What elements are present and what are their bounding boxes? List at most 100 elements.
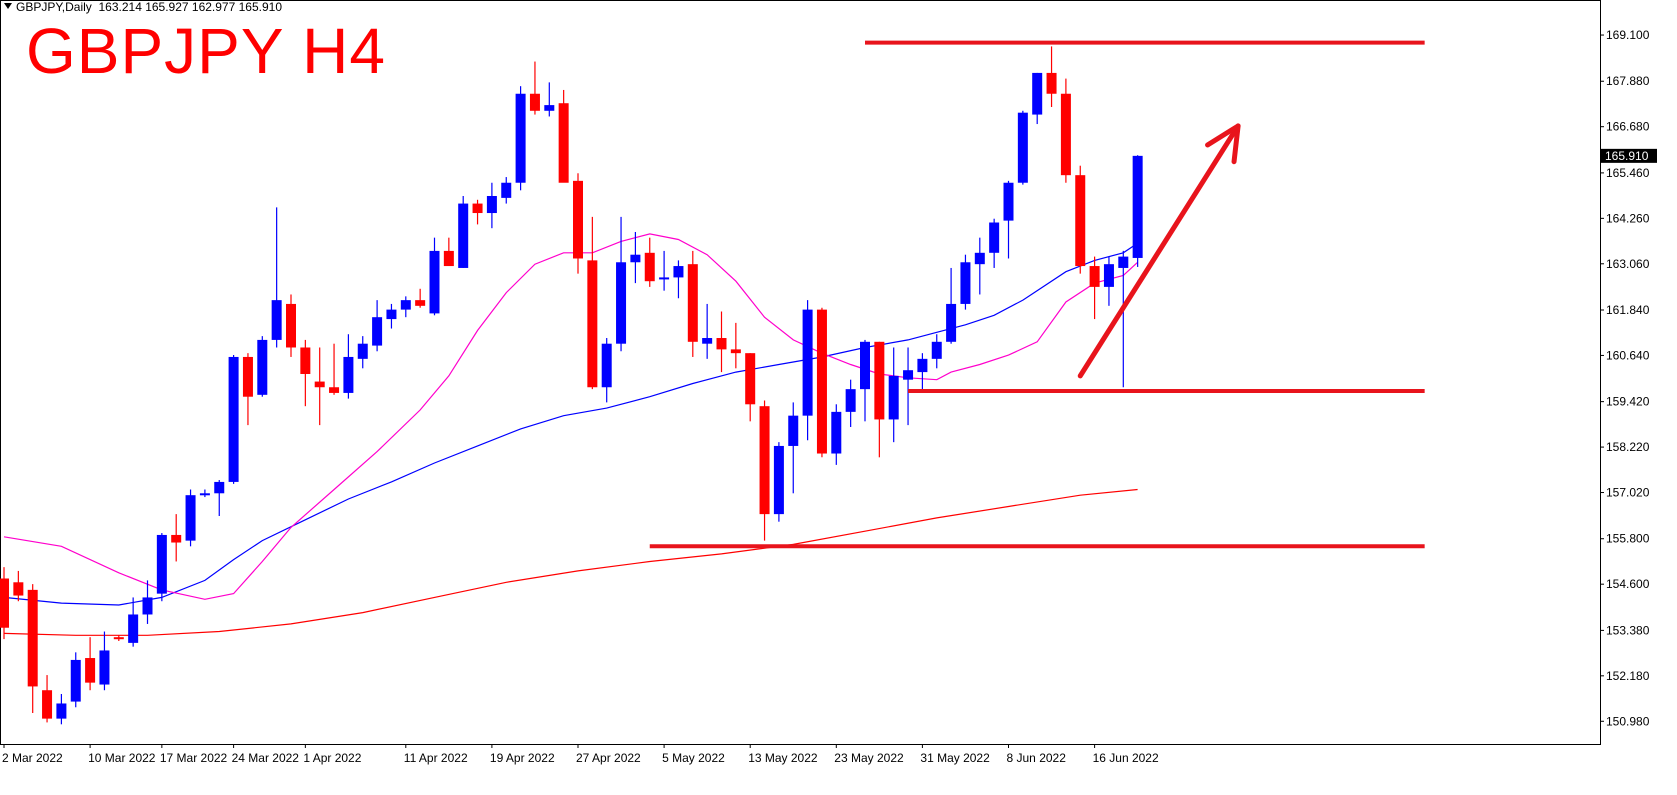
candle-body[interactable]	[386, 309, 397, 320]
candle-body[interactable]	[415, 300, 426, 306]
current-price-label: 165.910	[1605, 149, 1649, 163]
candle-body[interactable]	[501, 182, 512, 198]
candle-body[interactable]	[745, 353, 756, 405]
dropdown-triangle-icon[interactable]	[4, 3, 12, 9]
candle-body[interactable]	[716, 338, 727, 350]
candle-body[interactable]	[286, 303, 296, 348]
candle-body[interactable]	[85, 658, 96, 683]
candle-body[interactable]	[874, 341, 885, 420]
x-tick-label: 10 Mar 2022	[88, 751, 156, 765]
candle-body[interactable]	[185, 495, 196, 541]
candle-body[interactable]	[271, 300, 282, 340]
y-tick-label: 159.420	[1606, 395, 1650, 409]
candle-body[interactable]	[199, 493, 210, 496]
x-tick-label: 31 May 2022	[920, 751, 990, 765]
candle-body[interactable]	[946, 303, 957, 342]
candle-body[interactable]	[257, 339, 268, 395]
candle-body[interactable]	[831, 411, 842, 454]
candle-body[interactable]	[673, 266, 684, 278]
candle-body[interactable]	[917, 358, 928, 373]
candle-body[interactable]	[903, 370, 914, 380]
candle-body[interactable]	[544, 105, 555, 111]
candle-body[interactable]	[630, 254, 641, 263]
candle-body[interactable]	[515, 93, 526, 183]
candle-body[interactable]	[616, 262, 627, 344]
candle-body[interactable]	[802, 309, 813, 416]
candle-body[interactable]	[343, 356, 354, 393]
candle-body[interactable]	[0, 578, 9, 628]
candle-body[interactable]	[659, 277, 670, 280]
moving-average-slow	[3, 488, 1138, 636]
candle-body[interactable]	[529, 93, 540, 111]
candle-body[interactable]	[400, 300, 411, 310]
candle-body[interactable]	[56, 703, 67, 719]
candle-body[interactable]	[142, 597, 153, 615]
candle-body[interactable]	[472, 203, 483, 214]
candle-body[interactable]	[931, 341, 942, 359]
candle-body[interactable]	[558, 103, 569, 183]
x-tick-label: 23 May 2022	[834, 751, 904, 765]
candle-body[interactable]	[730, 349, 741, 354]
candle-body[interactable]	[70, 659, 81, 702]
candle-body[interactable]	[773, 445, 784, 515]
candle-body[interactable]	[27, 589, 38, 687]
candle-body[interactable]	[242, 356, 253, 397]
candle-body[interactable]	[1046, 72, 1057, 94]
x-tick-label: 19 Apr 2022	[490, 751, 555, 765]
x-tick-label: 5 May 2022	[662, 751, 725, 765]
candle-body[interactable]	[888, 375, 899, 420]
candle-body[interactable]	[759, 406, 770, 515]
candle-body[interactable]	[128, 614, 139, 643]
y-tick-label: 155.800	[1606, 532, 1650, 546]
candle-body[interactable]	[573, 180, 583, 259]
candle-body[interactable]	[1103, 264, 1114, 287]
trend-arrow[interactable]	[1077, 123, 1241, 379]
candle-body[interactable]	[974, 252, 985, 265]
candle-body[interactable]	[13, 582, 24, 596]
candle-body[interactable]	[458, 203, 469, 268]
candle-body[interactable]	[1032, 72, 1043, 115]
y-tick-label: 153.380	[1606, 623, 1650, 637]
candle-body[interactable]	[1118, 256, 1129, 268]
candle-body[interactable]	[1089, 266, 1100, 287]
candle-body[interactable]	[314, 381, 325, 388]
candle-body[interactable]	[300, 347, 311, 374]
candle-body[interactable]	[1075, 175, 1086, 267]
candle-body[interactable]	[1060, 93, 1071, 176]
candle-body[interactable]	[214, 481, 225, 494]
candle-body[interactable]	[156, 534, 167, 594]
candle-body[interactable]	[788, 415, 799, 446]
candle-body[interactable]	[443, 250, 454, 267]
candle-body[interactable]	[860, 341, 870, 390]
candle-body[interactable]	[429, 250, 440, 314]
candle-body[interactable]	[357, 343, 368, 359]
candle-body[interactable]	[228, 356, 239, 482]
candle-body[interactable]	[587, 260, 598, 388]
candle-body[interactable]	[989, 222, 1000, 253]
candle-body[interactable]	[816, 309, 827, 454]
candle-body[interactable]	[644, 252, 655, 282]
candle-body[interactable]	[42, 690, 53, 719]
candle-body[interactable]	[1132, 155, 1143, 258]
candle-body[interactable]	[687, 264, 698, 342]
candle-body[interactable]	[171, 534, 182, 543]
moving-average-mid	[3, 242, 1138, 606]
plot-frame	[0, 0, 1601, 745]
candle-body[interactable]	[99, 650, 110, 685]
candle-body[interactable]	[845, 389, 856, 412]
candle-body[interactable]	[113, 637, 124, 640]
candle-body[interactable]	[601, 343, 612, 388]
candle-body[interactable]	[960, 262, 971, 304]
candle-body[interactable]	[702, 338, 713, 344]
candle-body[interactable]	[372, 317, 383, 346]
candle-body[interactable]	[1003, 182, 1014, 221]
y-tick-label: 166.680	[1606, 120, 1650, 134]
ohlc-values: 163.214 165.927 162.977 165.910	[98, 0, 282, 14]
candle-body[interactable]	[486, 195, 497, 214]
candle-body[interactable]	[1017, 112, 1028, 183]
x-tick-label: 1 Apr 2022	[303, 751, 361, 765]
candle-body[interactable]	[329, 387, 340, 393]
y-tick-label: 152.180	[1606, 669, 1650, 683]
